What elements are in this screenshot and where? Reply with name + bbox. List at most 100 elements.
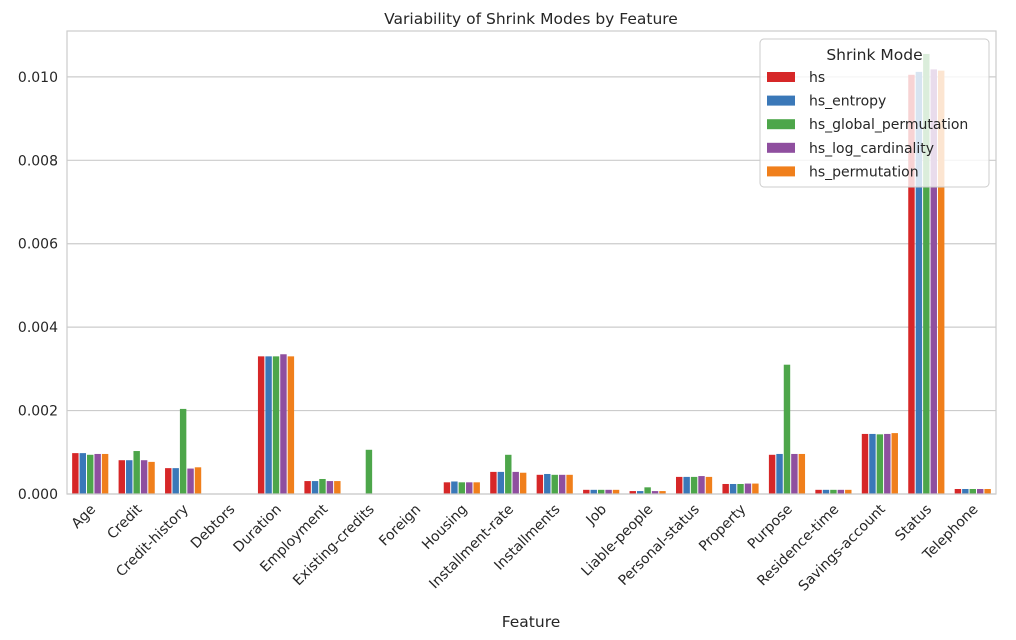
bar [458,482,466,494]
x-tick-label: Personal-status [616,502,703,589]
bar [490,471,497,494]
chart-title: Variability of Shrink Modes by Feature [384,10,678,28]
bar [466,482,473,494]
bar [94,453,101,494]
bar [729,483,737,494]
x-tick-labels: Age CreditCredit-historyDebtorsDurationEm… [69,501,982,594]
y-tick-label: 0.000 [18,487,58,503]
x-tick-label: Status [892,502,935,545]
plot-frame [66,30,997,495]
bar [976,488,984,494]
bar [962,488,969,494]
bar [837,489,845,494]
bar [891,433,898,494]
bar [722,483,729,494]
bar [815,489,822,494]
bar [194,467,202,494]
bars [72,53,991,495]
x-tick-label: Credit [104,501,145,542]
bar [583,489,590,494]
x-axis-label: Feature [502,613,561,631]
bar [566,474,573,494]
legend-label: hs [809,70,825,86]
bar [544,473,551,494]
legend-title: Shrink Mode [826,46,922,64]
y-tick-labels: 0.000 0.002 0.004 0.006 0.008 0.010 [18,70,58,503]
x-tick-label: Foreign [376,502,424,550]
bar [365,449,373,494]
bar [118,460,126,494]
bar [737,483,744,494]
bar [272,356,280,494]
bar [179,408,187,494]
bar [319,478,326,494]
bar [326,481,334,494]
legend-swatch [767,95,795,106]
bar [915,71,923,495]
x-tick-label: Job [583,501,610,528]
bar [265,356,272,494]
bar [172,468,179,494]
bar [776,453,783,494]
bar [334,481,341,494]
bar [683,476,690,494]
legend-label: hs_global_permutation [809,117,968,133]
bar [451,481,458,494]
bar [140,460,148,494]
bar [187,468,194,494]
bar [505,454,512,494]
bar [930,69,937,495]
bar [752,483,759,494]
x-tick-label: Property [696,502,749,555]
bar [644,487,651,494]
bar [768,454,776,494]
bar [791,453,798,494]
x-tick-label: Savings-account [796,501,889,594]
bar [705,476,713,494]
bar [884,433,891,494]
x-tick-label: Existing-credits [290,502,378,590]
bar [257,356,265,494]
bar [612,489,620,494]
bar [443,482,451,494]
bar [72,453,79,494]
x-tick-label: Age [69,502,99,532]
bar [304,481,311,494]
bar [969,488,976,494]
legend-label: hs_permutation [809,164,919,180]
bar [984,488,991,494]
bar [954,488,962,494]
bar [659,491,666,494]
legend-label: hs_entropy [809,94,886,110]
bar [876,434,884,494]
bar [830,489,837,494]
bar [287,356,295,494]
bar [869,433,876,494]
legend-swatch [767,72,795,82]
x-tick-label: Installment-rate [426,502,517,593]
bar [597,489,605,494]
y-tick-label: 0.002 [18,404,58,420]
bar [473,482,480,494]
legend-swatch [767,166,795,177]
y-tick-label: 0.004 [18,320,58,336]
bar [126,460,133,494]
bar [133,451,140,494]
bar [148,461,155,494]
bar [605,489,612,494]
bar [536,474,544,494]
bar [311,481,319,494]
bar [908,74,915,494]
bar [698,476,705,494]
bar [744,483,752,494]
legend-label: hs_log_cardinality [809,141,934,157]
y-tick-label: 0.008 [18,153,58,169]
bar [165,468,172,494]
bar [822,489,830,494]
legend-swatch [767,142,795,153]
bar [558,474,566,494]
bar [783,364,791,494]
bar [651,491,659,494]
